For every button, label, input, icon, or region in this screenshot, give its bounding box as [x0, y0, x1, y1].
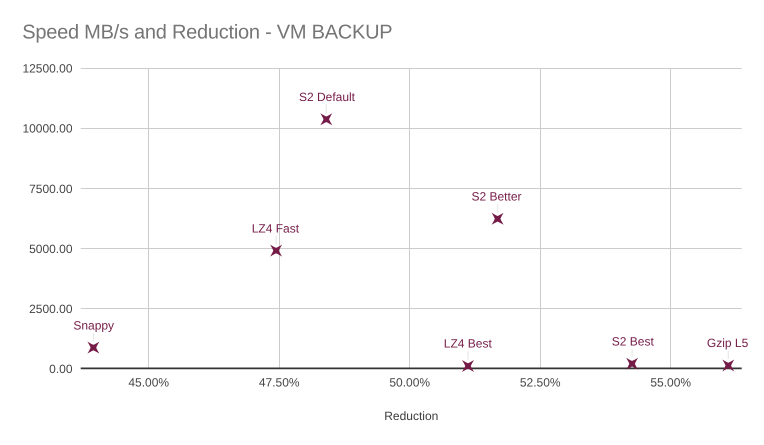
svg-text:2500.00: 2500.00 [29, 302, 73, 316]
svg-text:LZ4 Best: LZ4 Best [444, 337, 493, 351]
svg-text:S2 Default: S2 Default [299, 90, 356, 104]
svg-text:12500.00: 12500.00 [22, 62, 72, 76]
svg-text:Speed MB/s and Reduction - VM: Speed MB/s and Reduction - VM BACKUP [22, 22, 392, 44]
svg-text:Reduction: Reduction [384, 409, 438, 423]
svg-text:S2 Better: S2 Better [471, 189, 521, 203]
svg-text:52.50%: 52.50% [520, 376, 561, 390]
svg-text:7500.00: 7500.00 [29, 182, 73, 196]
svg-text:50.00%: 50.00% [389, 376, 430, 390]
svg-text:Snappy: Snappy [73, 319, 114, 333]
svg-text:5000.00: 5000.00 [29, 242, 73, 256]
svg-text:47.50%: 47.50% [259, 376, 300, 390]
svg-text:10000.00: 10000.00 [22, 122, 72, 136]
svg-text:Gzip L5: Gzip L5 [707, 336, 749, 350]
svg-text:S2 Best: S2 Best [612, 334, 655, 348]
svg-text:45.00%: 45.00% [128, 376, 169, 390]
svg-text:55.00%: 55.00% [650, 376, 691, 390]
svg-text:LZ4 Fast: LZ4 Fast [252, 222, 300, 236]
svg-text:0.00: 0.00 [49, 362, 73, 376]
